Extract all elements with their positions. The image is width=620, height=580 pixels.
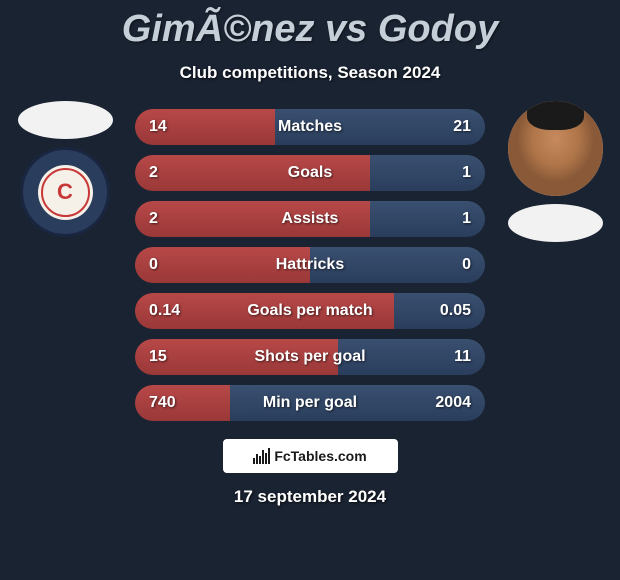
stat-value-right: 21	[431, 118, 471, 136]
left-team-logo-letter: C	[57, 179, 73, 205]
stat-value-right: 1	[431, 164, 471, 182]
right-player-column	[500, 101, 610, 242]
stat-value-left: 14	[149, 118, 189, 136]
stat-label: Min per goal	[263, 394, 357, 412]
footer-date: 17 september 2024	[0, 487, 620, 507]
stat-value-right: 11	[431, 348, 471, 366]
stat-label: Hattricks	[276, 256, 344, 274]
source-badge: FcTables.com	[223, 439, 398, 473]
page-title: GimÃ©nez vs Godoy	[0, 8, 620, 51]
left-player-column: C	[10, 101, 120, 237]
stat-value-right: 0.05	[431, 302, 471, 320]
stat-row: 15 Shots per goal 11	[135, 339, 485, 375]
source-badge-icon	[253, 448, 270, 464]
stat-row: 14 Matches 21	[135, 109, 485, 145]
stat-value-right: 2004	[431, 394, 471, 412]
stat-label: Matches	[278, 118, 342, 136]
comparison-main: C 14 Matches 21 2 Goals 1	[0, 109, 620, 421]
stat-row: 740 Min per goal 2004	[135, 385, 485, 421]
left-team-logo-inner: C	[38, 165, 93, 220]
right-player-face-placeholder	[508, 101, 603, 196]
page-subtitle: Club competitions, Season 2024	[0, 63, 620, 83]
right-team-logo-placeholder	[508, 204, 603, 242]
stat-value-left: 0	[149, 256, 189, 274]
stat-label: Shots per goal	[254, 348, 365, 366]
left-team-logo: C	[20, 147, 110, 237]
source-badge-label: FcTables.com	[274, 448, 366, 464]
right-player-photo	[508, 101, 603, 196]
stat-row: 0 Hattricks 0	[135, 247, 485, 283]
stat-value-left: 2	[149, 210, 189, 228]
left-player-photo-placeholder	[18, 101, 113, 139]
stat-row: 2 Assists 1	[135, 201, 485, 237]
stat-value-left: 0.14	[149, 302, 189, 320]
stat-label: Goals per match	[247, 302, 372, 320]
stat-value-left: 15	[149, 348, 189, 366]
stat-row: 0.14 Goals per match 0.05	[135, 293, 485, 329]
stat-value-left: 2	[149, 164, 189, 182]
stat-value-right: 1	[431, 210, 471, 228]
stat-value-left: 740	[149, 394, 189, 412]
stats-list: 14 Matches 21 2 Goals 1 2 Assists 1 0 Ha…	[135, 109, 485, 421]
stat-label: Assists	[282, 210, 339, 228]
stat-label: Goals	[288, 164, 332, 182]
stat-row: 2 Goals 1	[135, 155, 485, 191]
stat-value-right: 0	[431, 256, 471, 274]
